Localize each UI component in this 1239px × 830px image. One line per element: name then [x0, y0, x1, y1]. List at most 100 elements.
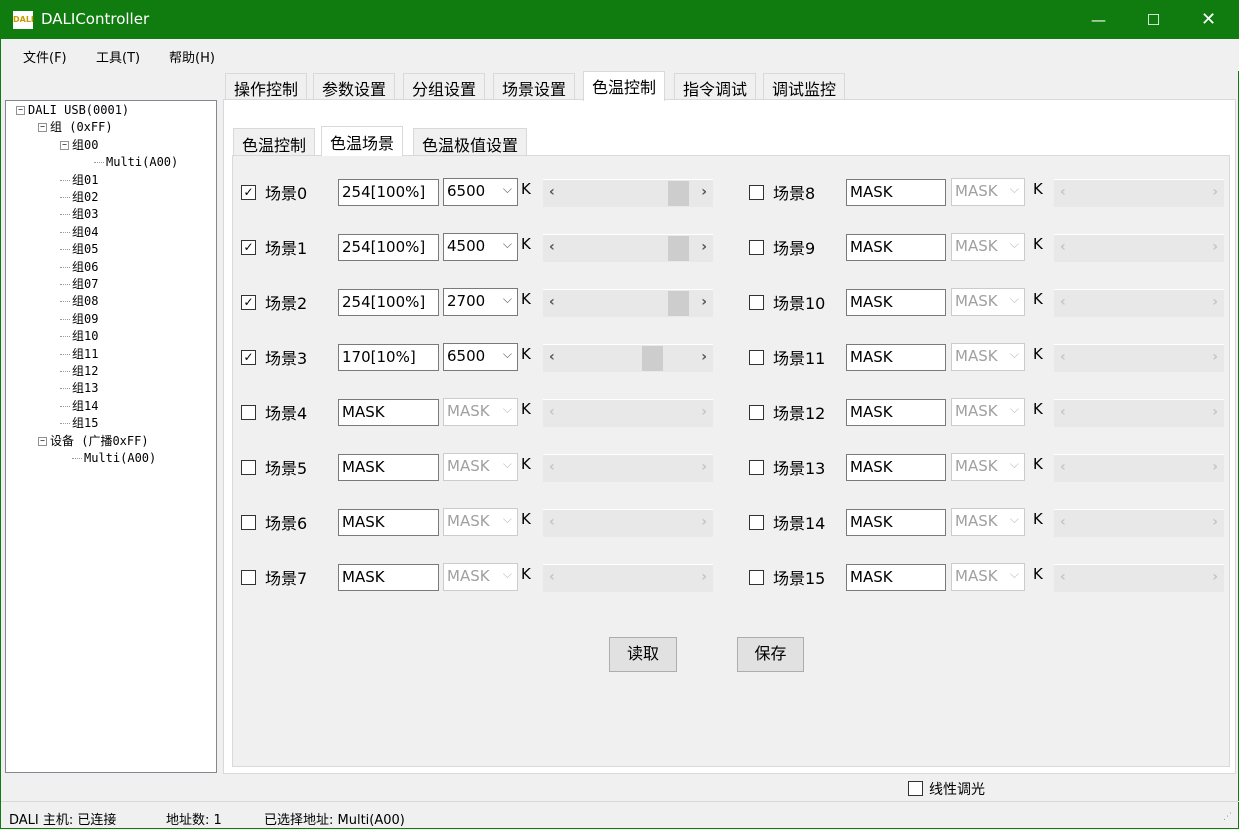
scene-checkbox[interactable] [241, 460, 256, 475]
tab-0[interactable]: 操作控制 [225, 73, 308, 100]
tree-node[interactable]: 组01 [60, 172, 98, 189]
chevron-left-icon[interactable]: ‹ [549, 184, 555, 200]
subtab-0[interactable]: 色温控制 [233, 128, 316, 155]
scene-level-input[interactable]: MASK [846, 344, 946, 371]
chevron-right-icon[interactable]: › [701, 349, 707, 365]
tree-node[interactable]: − 设备 (广播0xFF) [38, 433, 149, 450]
menu-help[interactable]: 帮助(H) [169, 51, 215, 66]
scene-checkbox[interactable]: ✓ [241, 185, 256, 200]
scene-level-input[interactable]: MASK [846, 234, 946, 261]
tree-node[interactable]: 组06 [60, 259, 98, 276]
save-button[interactable]: 保存 [737, 637, 804, 672]
tree-node[interactable]: − 组 (0xFF) [38, 119, 113, 136]
chevron-left-icon[interactable]: ‹ [549, 349, 555, 365]
scene-cct-slider[interactable]: ‹ › [543, 234, 713, 262]
scene-checkbox[interactable] [749, 295, 764, 310]
scene-checkbox[interactable] [749, 240, 764, 255]
scene-cct-select[interactable]: 6500 ⌵ [443, 343, 518, 371]
scene-cct-select[interactable]: 4500 ⌵ [443, 233, 518, 261]
scene-checkbox[interactable] [241, 570, 256, 585]
tree-node[interactable]: 组05 [60, 241, 98, 258]
scene-level-input[interactable]: MASK [846, 454, 946, 481]
tree-node[interactable]: Multi(A00) [94, 154, 178, 171]
tree-node[interactable]: Multi(A00) [72, 450, 156, 467]
tree-node[interactable]: 组11 [60, 346, 98, 363]
menu-tools[interactable]: 工具(T) [96, 51, 141, 66]
scene-cct-slider[interactable]: ‹ › [543, 179, 713, 207]
tree-node[interactable]: 组15 [60, 415, 98, 432]
scene-checkbox[interactable] [749, 185, 764, 200]
scene-level-input[interactable]: 254[100%] [338, 179, 439, 206]
scene-checkbox[interactable] [241, 405, 256, 420]
scene-checkbox[interactable] [749, 460, 764, 475]
slider-thumb[interactable] [668, 291, 690, 316]
tree-node[interactable]: 组07 [60, 276, 98, 293]
resize-grip-icon[interactable]: ⋰ [1223, 812, 1232, 822]
subtab-2[interactable]: 色温极值设置 [413, 128, 528, 155]
scene-checkbox[interactable] [749, 570, 764, 585]
collapse-icon[interactable]: − [60, 140, 69, 150]
scene-cct-slider[interactable]: ‹ › [543, 289, 713, 317]
scene-level-input[interactable]: MASK [846, 289, 946, 316]
scene-cct-select[interactable]: 2700 ⌵ [443, 288, 518, 316]
slider-thumb[interactable] [668, 181, 690, 206]
chevron-right-icon[interactable]: › [701, 294, 707, 310]
maximize-icon[interactable]: ☐ [1146, 11, 1161, 29]
chevron-right-icon[interactable]: › [701, 239, 707, 255]
tree-node[interactable]: 组03 [60, 206, 98, 223]
scene-checkbox[interactable]: ✓ [241, 350, 256, 365]
scene-checkbox[interactable] [241, 515, 256, 530]
chevron-right-icon[interactable]: › [701, 184, 707, 200]
scene-level-input[interactable]: MASK [846, 509, 946, 536]
tree-node[interactable]: − 组00 [60, 137, 98, 154]
scene-level-input[interactable]: MASK [846, 564, 946, 591]
scene-checkbox[interactable] [749, 405, 764, 420]
tab-3[interactable]: 场景设置 [493, 73, 576, 100]
tree-node[interactable]: 组02 [60, 189, 98, 206]
linear-dimming-checkbox[interactable] [908, 781, 923, 796]
collapse-icon[interactable]: − [16, 106, 25, 115]
tree-node[interactable]: 组08 [60, 293, 98, 310]
slider-thumb[interactable] [642, 346, 664, 371]
subtab-1[interactable]: 色温场景 [321, 126, 404, 156]
read-button[interactable]: 读取 [609, 637, 677, 672]
scene-level-input[interactable]: 254[100%] [338, 289, 439, 316]
tree-node[interactable]: 组04 [60, 224, 98, 241]
minimize-icon[interactable]: — [1091, 11, 1106, 29]
scene-level-input[interactable]: MASK [338, 509, 439, 536]
menu-file[interactable]: 文件(F) [23, 51, 67, 66]
tree-node[interactable]: 组13 [60, 380, 98, 397]
tree-node[interactable]: 组12 [60, 363, 98, 380]
scene-checkbox[interactable]: ✓ [241, 240, 256, 255]
tree-node[interactable]: 组14 [60, 398, 98, 415]
tree-node[interactable]: 组10 [60, 328, 98, 345]
tab-5[interactable]: 指令调试 [674, 73, 757, 100]
scene-level-input[interactable]: MASK [338, 454, 439, 481]
scene-label: 场景14 [773, 514, 826, 533]
close-icon[interactable]: ✕ [1200, 9, 1217, 30]
slider-thumb[interactable] [668, 236, 690, 261]
tree-node[interactable]: − DALI USB(0001) [16, 102, 129, 119]
scene-level-input[interactable]: MASK [338, 564, 439, 591]
scene-checkbox[interactable]: ✓ [241, 295, 256, 310]
scene-checkbox[interactable] [749, 350, 764, 365]
device-tree[interactable]: − DALI USB(0001) − 组 (0xFF) − 组00 Multi(A00) 组0… [5, 100, 217, 773]
scene-level-input[interactable]: 170[10%] [338, 344, 439, 371]
chevron-left-icon[interactable]: ‹ [549, 294, 555, 310]
tree-node[interactable]: 组09 [60, 311, 98, 328]
tab-1[interactable]: 参数设置 [313, 73, 396, 100]
scene-cct-select[interactable]: 6500 ⌵ [443, 178, 518, 206]
tab-6[interactable]: 调试监控 [763, 73, 846, 100]
scene-cct-select: MASK ⌵ [951, 398, 1025, 426]
scene-level-input[interactable]: MASK [846, 179, 946, 206]
scene-checkbox[interactable] [749, 515, 764, 530]
chevron-left-icon[interactable]: ‹ [549, 239, 555, 255]
collapse-icon[interactable]: − [38, 123, 47, 133]
scene-level-input[interactable]: 254[100%] [338, 234, 439, 261]
tab-4[interactable]: 色温控制 [583, 71, 666, 101]
scene-level-input[interactable]: MASK [846, 399, 946, 426]
tab-2[interactable]: 分组设置 [403, 73, 486, 100]
scene-cct-slider[interactable]: ‹ › [543, 344, 713, 372]
scene-level-input[interactable]: MASK [338, 399, 439, 426]
collapse-icon[interactable]: − [38, 436, 47, 446]
